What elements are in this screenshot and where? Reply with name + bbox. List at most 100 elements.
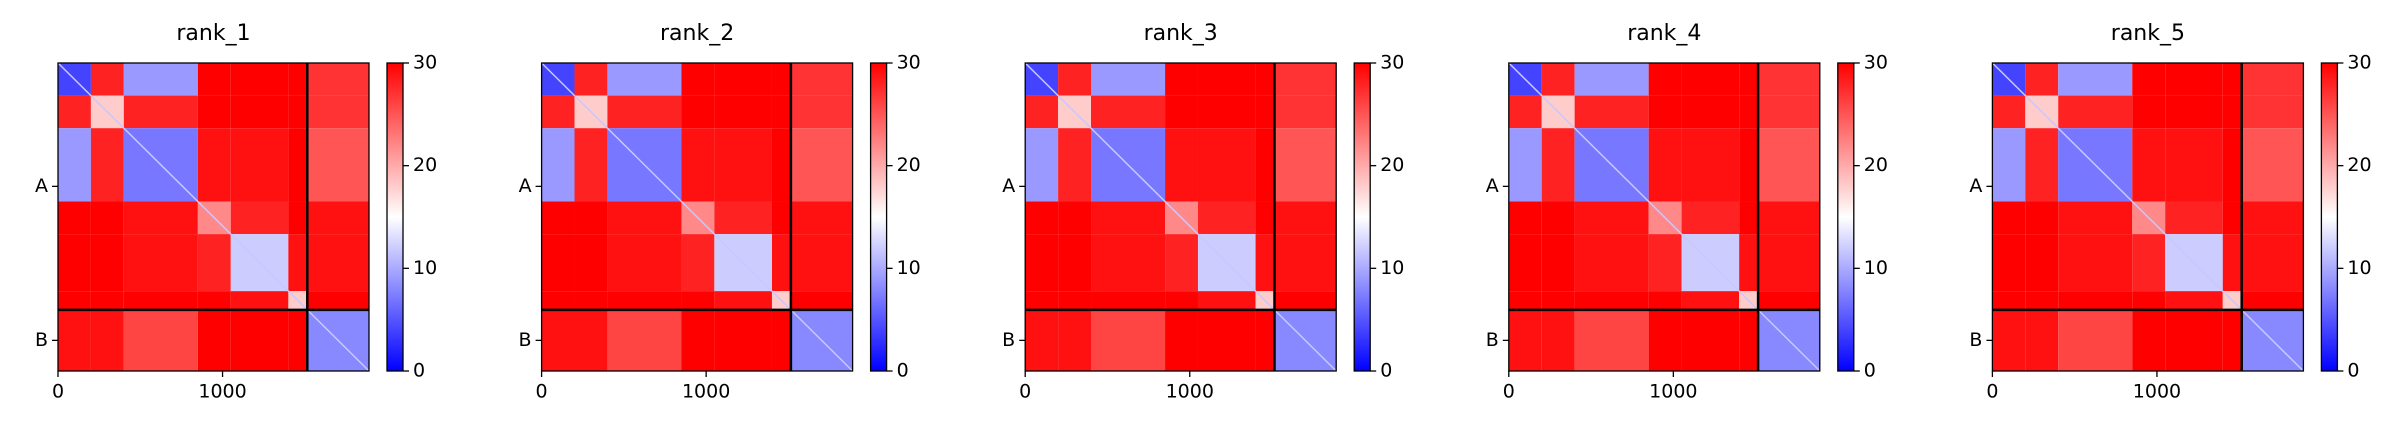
y-tick-label: A <box>1486 175 1499 197</box>
axes-frame <box>1508 62 1821 372</box>
heatmap-cell <box>2025 234 2059 292</box>
heatmap-cell <box>1165 309 1198 371</box>
y-tick-label: B <box>1969 329 1982 351</box>
heatmap-cell <box>1025 201 1059 235</box>
heatmap-cell <box>1197 309 1256 371</box>
heatmap-cell <box>1681 309 1740 371</box>
heatmap-cell <box>790 291 853 310</box>
heatmap-cell <box>681 95 715 129</box>
heatmap-cell <box>197 234 231 292</box>
heatmap-cell <box>307 95 369 129</box>
heatmap-cell <box>307 201 369 235</box>
heatmap-cell <box>1508 309 1542 371</box>
heatmap-cell <box>288 128 308 202</box>
heatmap-cell <box>681 291 715 310</box>
x-tick-label: 0 <box>1019 381 1031 403</box>
heatmap-cell <box>1165 291 1198 310</box>
heatmap-cell <box>2058 291 2133 310</box>
heatmap-cell <box>123 201 198 235</box>
heatmap-cell <box>1541 128 1575 202</box>
heatmap-cell <box>1274 291 1337 310</box>
heatmap-cell <box>1992 128 2026 202</box>
heatmap-cell <box>288 95 308 129</box>
colorbar <box>1353 62 1371 372</box>
heatmap-cell <box>541 234 575 292</box>
heatmap-cell <box>90 63 124 96</box>
heatmap-cell <box>790 95 853 129</box>
heatmap-cell <box>307 291 369 310</box>
heatmap-cell <box>2241 234 2304 292</box>
y-tick-label: A <box>1002 175 1015 197</box>
heatmap-cell <box>1574 234 1649 292</box>
heatmap-cell <box>1648 63 1682 96</box>
heatmap-cell <box>1739 234 1759 292</box>
heatmap-cell <box>2058 201 2133 235</box>
heatmap-cell <box>1574 291 1649 310</box>
heatmap-cell <box>1758 95 1820 129</box>
colorbar-tick-label: 0 <box>2347 360 2359 382</box>
heatmap-cell <box>288 201 308 235</box>
heatmap-cell <box>1648 309 1682 371</box>
heatmap-cell <box>1091 291 1166 310</box>
heatmap-cell <box>1255 234 1275 292</box>
heatmap-cell <box>1165 234 1198 292</box>
heatmap-cell <box>1681 291 1740 310</box>
y-tick-label: B <box>519 329 532 351</box>
heatmap-cell <box>288 234 308 292</box>
heatmap-cell <box>2222 201 2242 235</box>
colorbar-tick-label: 0 <box>1380 360 1392 382</box>
heatmap-cell <box>2241 95 2304 129</box>
heatmap-cell <box>2241 291 2304 310</box>
heatmap-cell <box>230 201 289 235</box>
heatmap-cell <box>1541 201 1575 235</box>
diagonal <box>57 62 370 372</box>
heatmap-cell <box>1091 234 1166 292</box>
x-tick-label: 1000 <box>1649 381 1697 403</box>
heatmap-cell <box>1739 201 1759 235</box>
heatmap-cell <box>230 309 289 371</box>
heatmap-cell <box>123 63 198 96</box>
heatmap-cell <box>2058 95 2133 129</box>
heatmap-cell <box>541 291 575 310</box>
colorbar <box>1837 62 1855 372</box>
heatmap-cell <box>1739 128 1759 202</box>
axes-frame <box>57 62 370 372</box>
heatmap-cell <box>1758 63 1820 96</box>
heatmap-cell <box>771 95 791 129</box>
heatmap-cell <box>1197 95 1256 129</box>
colorbar-tick-label: 30 <box>897 52 921 74</box>
heatmap-cell <box>790 234 853 292</box>
colorbar-tick-label: 20 <box>2347 154 2371 176</box>
heatmap-cell <box>714 291 772 310</box>
heatmap-cell <box>574 128 608 202</box>
heatmap-cell <box>2132 95 2166 129</box>
heatmap-cell <box>714 95 772 129</box>
heatmap-cell <box>1739 309 1759 371</box>
x-tick-label: 0 <box>1503 381 1515 403</box>
colorbar-tick-label: 20 <box>1864 154 1888 176</box>
heatmap-cell <box>58 309 91 371</box>
heatmap-cell <box>1758 291 1820 310</box>
heatmap-cell <box>123 291 198 310</box>
heatmap-cell <box>1574 309 1649 371</box>
heatmap-cell <box>2165 291 2223 310</box>
heatmap-cell <box>2058 234 2133 292</box>
x-tick-label: 1000 <box>682 381 730 403</box>
heatmap-cell <box>1574 95 1649 129</box>
heatmap-cell <box>1648 128 1682 202</box>
heatmap-cell <box>574 291 608 310</box>
heatmap-cell <box>607 95 682 129</box>
heatmap-cell <box>1165 63 1198 96</box>
heatmap-cell <box>288 309 308 371</box>
heatmap-cell <box>2222 95 2242 129</box>
heatmap-cell <box>1574 63 1649 96</box>
heatmap-cell <box>607 291 682 310</box>
heatmap-cell <box>1165 128 1198 202</box>
heatmap-cell <box>1091 309 1166 371</box>
heatmap-cell <box>197 291 231 310</box>
heatmap-cell <box>1058 234 1092 292</box>
heatmap-cell <box>1058 128 1092 202</box>
heatmap-cell <box>230 291 289 310</box>
heatmap-cell <box>681 128 715 202</box>
colorbar-tick-label: 0 <box>413 360 425 382</box>
